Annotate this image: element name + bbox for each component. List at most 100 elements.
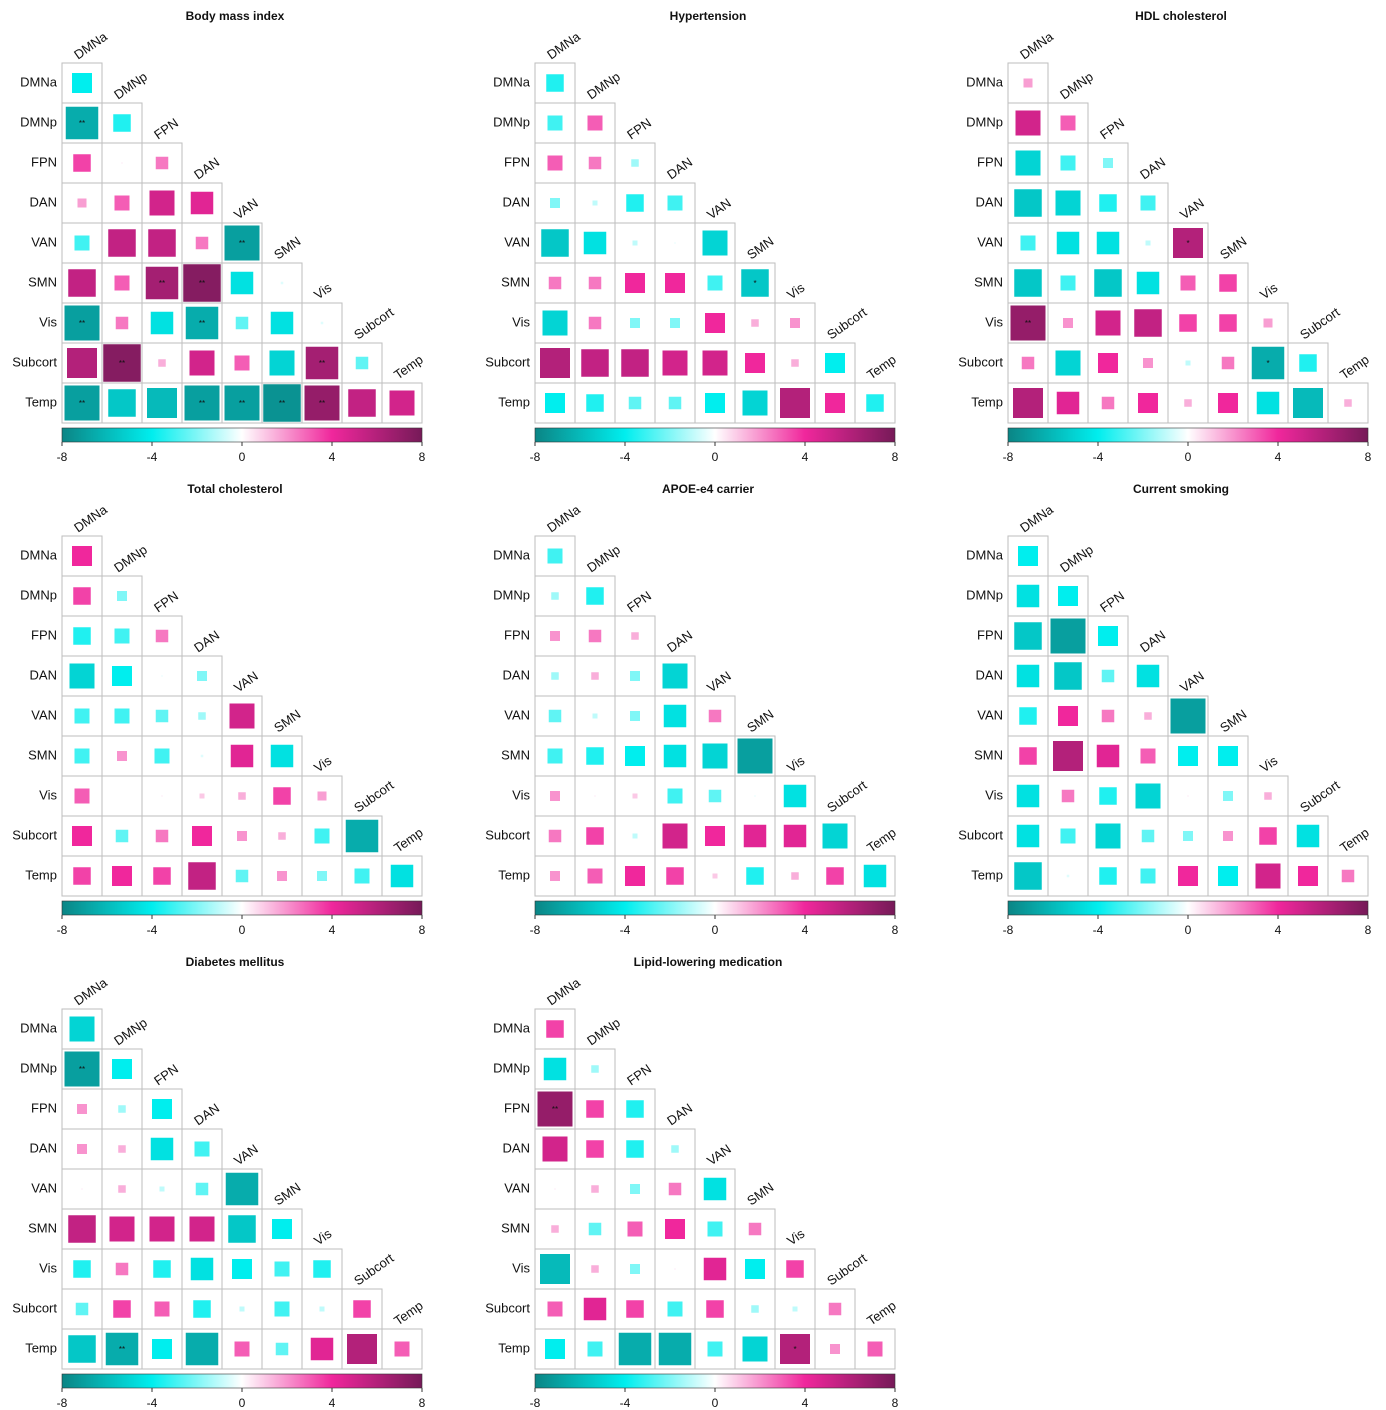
colorbar-tick-label: 8 (1365, 923, 1372, 937)
row-label: Subcort (12, 354, 57, 369)
value-square (1293, 388, 1323, 418)
value-square (200, 754, 204, 758)
value-square (667, 1301, 683, 1317)
column-label: DMNp (111, 69, 150, 102)
value-square (547, 548, 563, 564)
row-label: Vis (985, 314, 1003, 329)
column-label: FPN (151, 115, 181, 142)
colorbar (534, 1373, 896, 1389)
value-square (548, 709, 562, 723)
colorbar-tick-label: 8 (892, 923, 899, 937)
column-label: DMNp (1057, 69, 1096, 102)
column-label: DMNa (71, 28, 110, 62)
value-square (64, 305, 100, 341)
value-square (348, 389, 376, 417)
row-label: DMNp (493, 1060, 530, 1075)
value-square (274, 1301, 290, 1317)
value-square (280, 281, 284, 285)
cell (381, 1328, 423, 1370)
value-square (1055, 190, 1081, 216)
column-label: VAN (704, 1141, 734, 1168)
column-label: DAN (191, 1100, 222, 1128)
row-label: VAN (504, 1180, 530, 1195)
value-square (149, 1216, 175, 1242)
value-square (707, 1221, 723, 1237)
value-square (69, 663, 95, 689)
value-square (708, 789, 722, 803)
row-label: SMN (28, 747, 57, 762)
panel: Lipid-lowering medicationDMNaDMNaDMNpDMN… (485, 955, 899, 1410)
value-square (121, 162, 123, 164)
value-square (1014, 189, 1042, 217)
value-square (702, 743, 728, 769)
column-label: Vis (1257, 752, 1281, 775)
row-label: DMNa (493, 74, 531, 89)
colorbar-tick-label: 8 (892, 450, 899, 464)
value-square (313, 1260, 331, 1278)
value-square (1050, 618, 1086, 654)
column-label: Temp (1337, 352, 1372, 383)
colorbar-tick-label: -4 (147, 450, 158, 464)
value-square (542, 1136, 568, 1162)
value-square (1180, 275, 1196, 291)
column-label: FPN (151, 588, 181, 615)
value-square (150, 311, 174, 335)
value-square (1103, 158, 1113, 168)
value-square (269, 350, 295, 376)
value-square (194, 1141, 210, 1157)
value-square (235, 316, 249, 330)
colorbar-tick-label: 4 (1275, 450, 1282, 464)
value-square (1010, 305, 1046, 341)
value-square (65, 106, 99, 140)
value-square (1096, 744, 1120, 768)
value-square (588, 1222, 602, 1236)
row-label: Temp (498, 394, 530, 409)
value-square (355, 356, 369, 370)
value-square (390, 864, 414, 888)
value-square (665, 273, 685, 293)
value-square (1060, 275, 1076, 291)
significance-label: ** (199, 279, 205, 288)
significance-label: ** (279, 399, 285, 408)
value-square (826, 867, 844, 885)
row-label: Temp (25, 867, 57, 882)
value-square (154, 748, 170, 764)
cell (854, 855, 896, 897)
significance-label: * (1186, 239, 1189, 248)
column-label: FPN (151, 1061, 181, 1088)
row-label: Vis (39, 1260, 57, 1275)
value-square (551, 1225, 559, 1233)
significance-label: ** (159, 279, 165, 288)
column-label: SMN (271, 1179, 303, 1208)
column-label: DMNa (71, 501, 110, 535)
value-square (224, 385, 260, 421)
value-square (708, 709, 722, 723)
significance-label: ** (79, 1065, 85, 1074)
row-label: FPN (31, 627, 57, 642)
value-square (1219, 314, 1237, 332)
column-label: SMN (744, 233, 776, 262)
value-square (1136, 664, 1160, 688)
panel: APOE-e4 carrierDMNaDMNaDMNpDMNpFPNFPNDAN… (485, 482, 899, 937)
value-square (1185, 360, 1191, 366)
value-square (117, 751, 127, 761)
value-square (68, 1215, 96, 1243)
value-square (1264, 792, 1272, 800)
value-square (825, 393, 845, 413)
value-square (319, 1306, 325, 1312)
value-square (662, 823, 688, 849)
value-square (586, 394, 604, 412)
value-square (1219, 274, 1237, 292)
value-square (663, 744, 687, 768)
value-square (703, 1177, 727, 1201)
column-label: FPN (624, 115, 654, 142)
value-square (161, 795, 163, 797)
value-square (587, 868, 603, 884)
value-square (748, 1222, 762, 1236)
value-square (229, 703, 255, 729)
value-square (1095, 823, 1121, 849)
value-square (1140, 195, 1156, 211)
row-label: Subcort (12, 827, 57, 842)
value-square (232, 1259, 252, 1279)
value-square (550, 871, 560, 881)
